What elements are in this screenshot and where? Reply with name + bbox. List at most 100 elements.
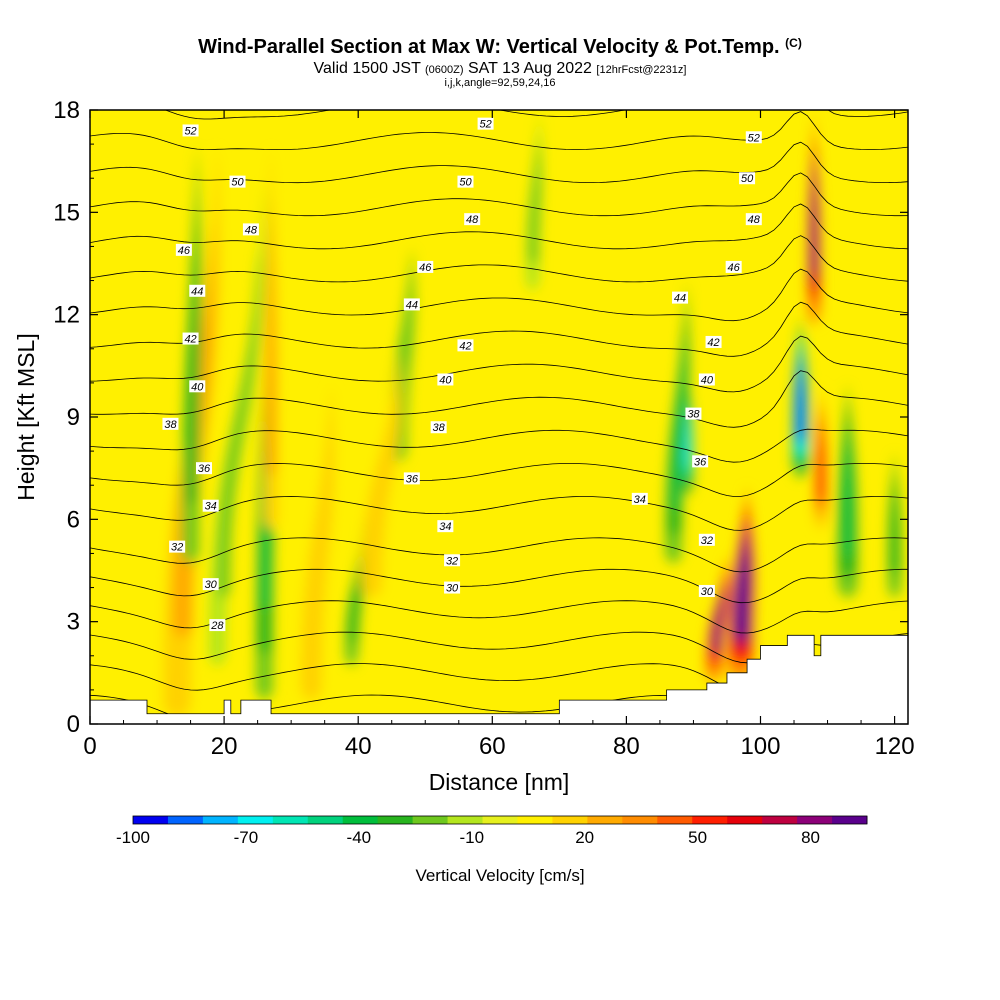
contour-label-bg-29: [685, 407, 702, 420]
contour-label-24: 52: [479, 119, 491, 131]
contour-label-22: 48: [466, 214, 479, 226]
contour-label-26: 32: [701, 535, 713, 547]
contour-label-27: 34: [634, 494, 646, 506]
theta-contour-42: [90, 172, 908, 217]
contour-label-20: 44: [406, 299, 418, 311]
potential-temperature-contours: [90, 0, 908, 722]
x-tick-label-40: 40: [345, 733, 372, 760]
colorbar-tick-label-4: 20: [575, 828, 594, 847]
contour-label-23: 50: [459, 177, 472, 189]
contour-label-33: 46: [728, 262, 741, 274]
y-tick-label-12: 12: [53, 302, 80, 329]
velocity-cell-12: [734, 528, 751, 636]
contour-label-1: 30: [205, 579, 218, 591]
contour-label-18: 40: [439, 374, 452, 386]
contour-label-14: 32: [446, 555, 458, 567]
x-tick-label-0: 0: [83, 733, 96, 760]
velocity-cell-6: [348, 538, 365, 645]
contour-label-bg-33: [725, 260, 742, 273]
contour-label-bg-22: [464, 213, 481, 226]
contour-label-13: 30: [446, 583, 459, 595]
colorbar-swatch-1: [167, 816, 204, 824]
contour-label-bg-10: [242, 223, 259, 236]
x-tick-label-80: 80: [613, 733, 640, 760]
y-tick-label-0: 0: [67, 711, 80, 738]
contour-label-bg-3: [202, 499, 219, 512]
contour-label-2: 32: [171, 542, 183, 554]
contour-label-bg-31: [705, 335, 722, 348]
contour-label-5: 38: [164, 419, 177, 431]
colorbar-swatch-0: [133, 816, 169, 824]
contour-label-bg-19: [457, 339, 474, 352]
theta-contour-39: [90, 268, 908, 322]
y-tick-label-9: 9: [67, 404, 80, 431]
contour-label-bg-30: [698, 373, 715, 386]
x-axis-label: Distance [nm]: [429, 769, 570, 795]
velocity-cell-15: [810, 156, 818, 274]
y-tick-label-15: 15: [53, 199, 80, 226]
x-tick-label-60: 60: [479, 733, 506, 760]
theta-contour-35: [90, 428, 908, 463]
contour-label-25: 30: [701, 586, 714, 598]
theta-contour-41: [90, 203, 908, 250]
contour-label-bg-2: [169, 540, 186, 553]
contour-label-bg-0: [209, 619, 226, 632]
colorbar-swatch-18: [762, 816, 798, 824]
colorbar-swatch-11: [517, 816, 553, 824]
contour-label-bg-24: [477, 117, 494, 130]
theta-contour-48: [90, 0, 908, 26]
colorbar-tick-label-1: -70: [234, 828, 259, 847]
contour-label-31: 42: [707, 337, 719, 349]
colorbar-swatch-16: [692, 816, 728, 824]
colorbar-swatch-3: [237, 816, 274, 824]
contour-label-10: 48: [245, 224, 258, 236]
chart-title: Wind-Parallel Section at Max W: Vertical…: [198, 36, 802, 58]
contour-label-bg-11: [229, 175, 246, 188]
colorbar-swatch-7: [377, 816, 414, 824]
contour-label-bg-12: [182, 124, 199, 137]
contour-label-16: 36: [406, 473, 419, 485]
contour-label-19: 42: [459, 340, 471, 352]
theta-contour-40: [90, 235, 908, 283]
contour-label-bg-4: [195, 462, 212, 475]
y-tick-label-6: 6: [67, 506, 80, 533]
theta-contour-47: [90, 19, 908, 57]
colorbar-swatch-8: [412, 816, 449, 824]
chart-subtitle: Valid 1500 JST (0600Z) SAT 13 Aug 2022 […: [313, 60, 687, 77]
contour-label-0: 28: [210, 620, 224, 632]
contour-label-11: 50: [231, 177, 244, 189]
contour-label-28: 36: [694, 456, 707, 468]
colorbar-swatch-13: [587, 816, 623, 824]
contour-label-6: 40: [191, 381, 204, 393]
terrain-mask: [90, 634, 908, 724]
colorbar-tick-label-5: 50: [688, 828, 707, 847]
contour-label-21: 46: [419, 262, 432, 274]
contour-label-29: 38: [687, 409, 700, 421]
colorbar-tick-label-6: 80: [801, 828, 820, 847]
colorbar-tick-label-3: -10: [459, 828, 484, 847]
x-tick-label-100: 100: [740, 733, 780, 760]
x-tick-label-120: 120: [875, 733, 915, 760]
theta-contour-37: [90, 335, 908, 393]
theta-contour-44: [90, 111, 908, 151]
contour-labels: 28 30 32 34 36 38 40 42 44 46 48 50 52 30 32 34 36 38 40 42…: [162, 117, 762, 632]
colorbar-swatch-14: [622, 816, 658, 824]
velocity-cell-4: [266, 195, 276, 476]
colorbar-swatch-19: [797, 816, 833, 824]
contour-label-bg-27: [631, 492, 648, 505]
colorbar: -100 -70 -40 -10 20 50 80: [116, 815, 868, 847]
velocity-cell-8: [368, 381, 397, 563]
colorbar-swatch-9: [447, 816, 484, 824]
theta-contour-31: [90, 568, 908, 604]
velocity-cell-2: [217, 243, 259, 598]
colorbar-tick-label-2: -40: [347, 828, 372, 847]
contour-label-15: 34: [439, 521, 451, 533]
contour-label-36: 52: [748, 132, 760, 144]
colorbar-swatch-15: [657, 816, 693, 824]
theta-contour-45: [164, 110, 908, 120]
contour-label-bg-20: [403, 298, 420, 311]
colorbar-swatch-12: [552, 816, 588, 824]
theta-contour-43: [90, 141, 908, 184]
